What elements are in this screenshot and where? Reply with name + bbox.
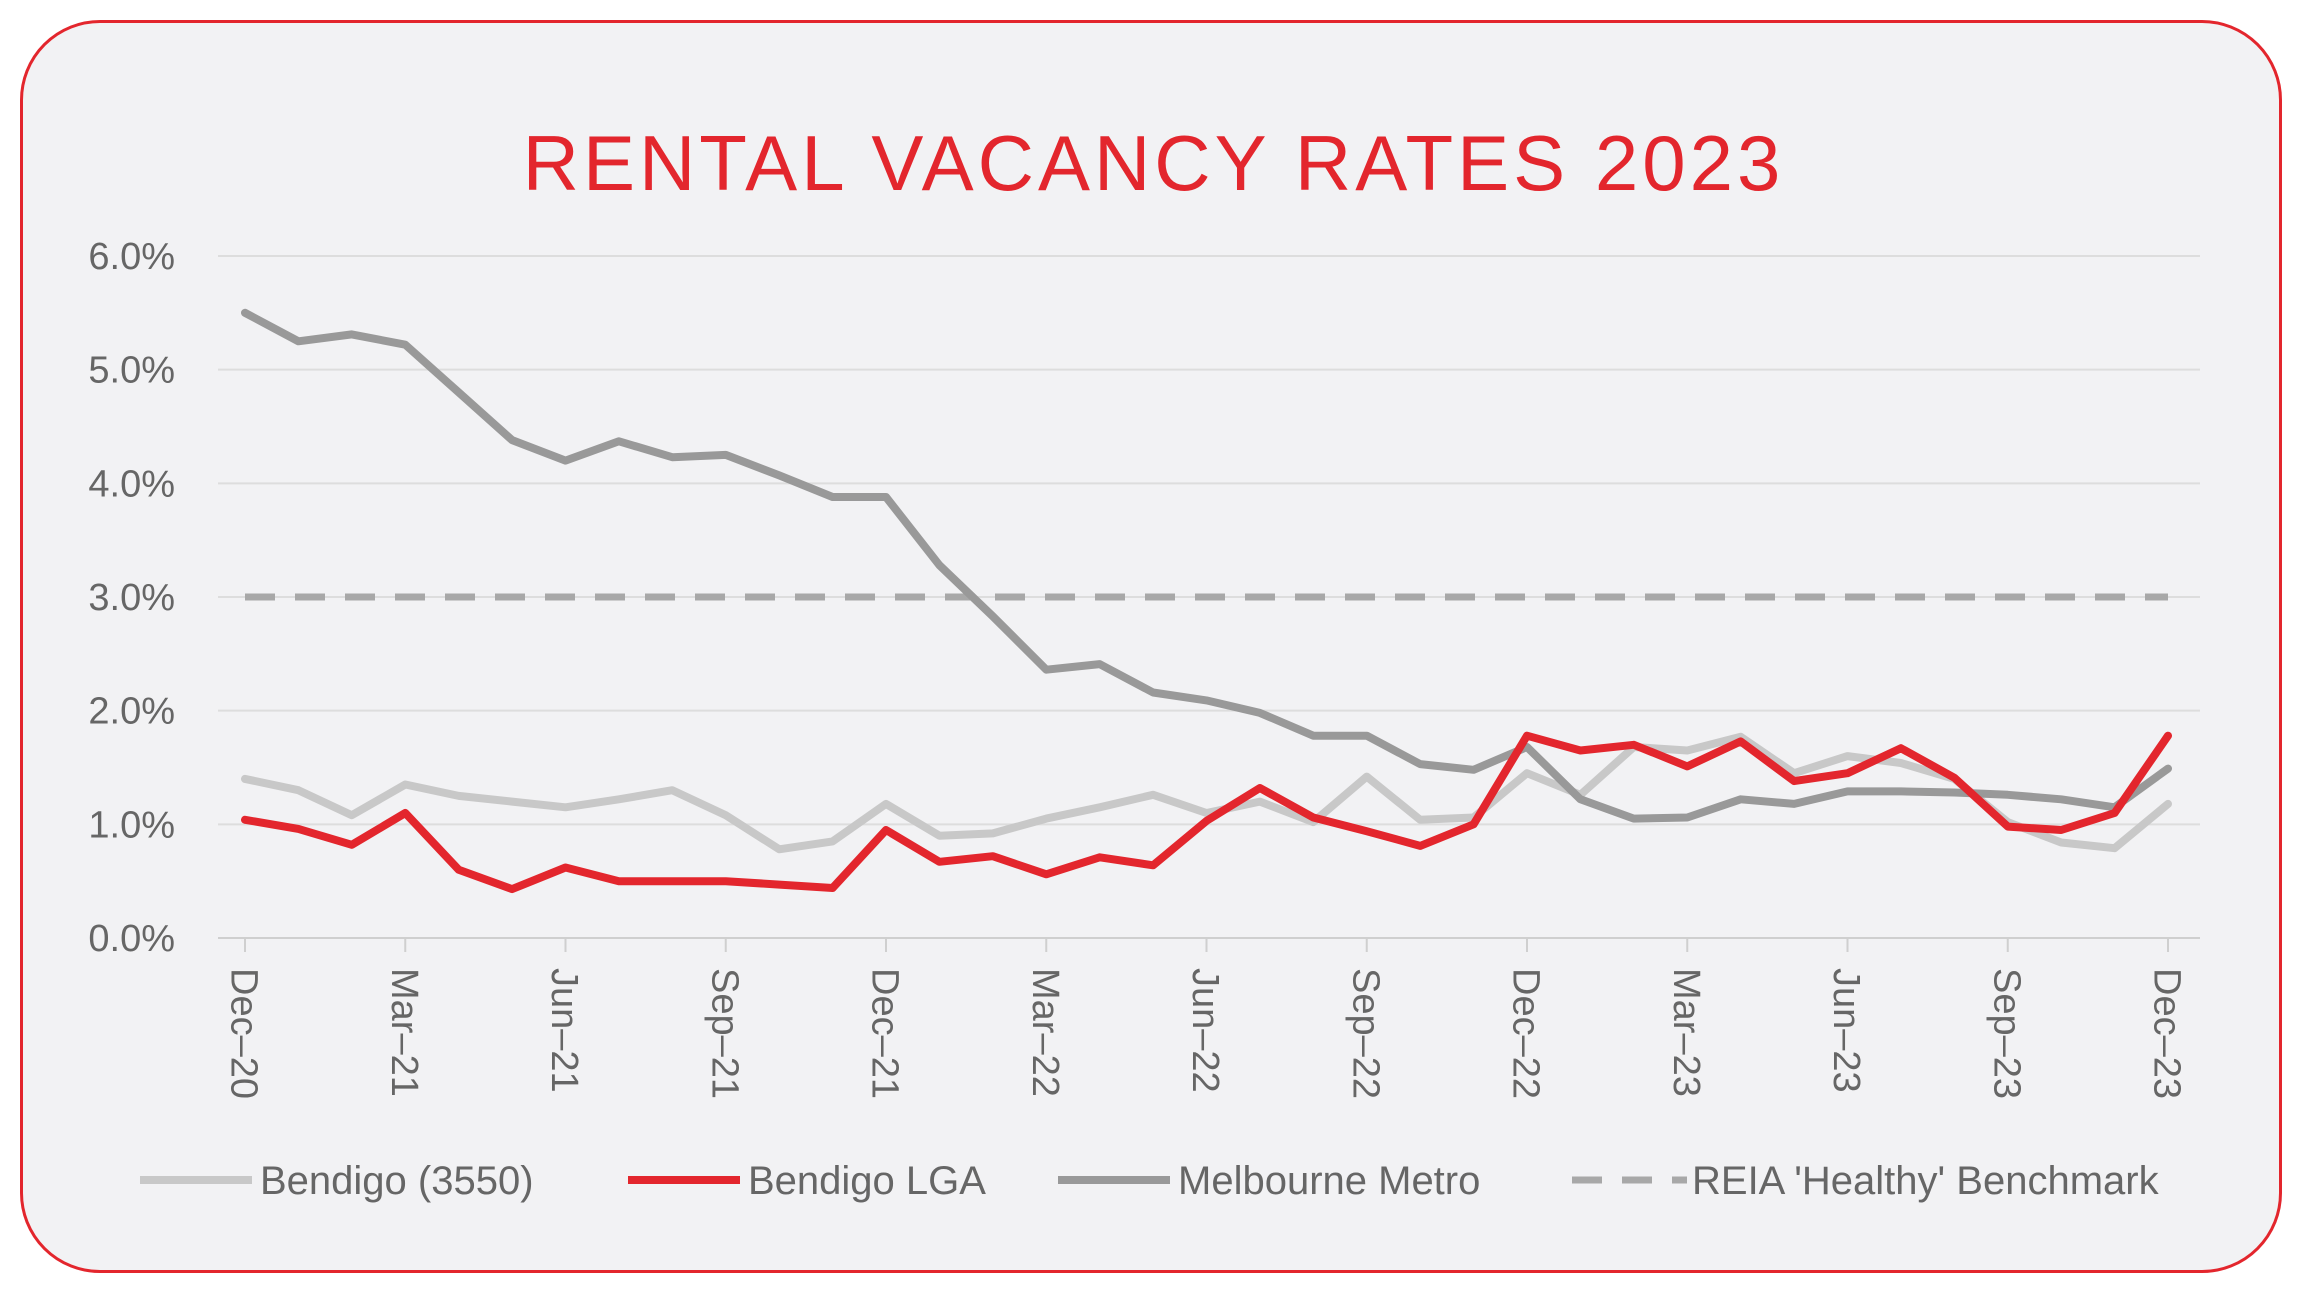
series-lines	[241, 308, 2172, 894]
x-axis: Dec–20 Mar–21 Jun–21 Sep–21 Dec–21 Mar–22 Jun–…	[223, 938, 2188, 1099]
y-tick-label: 4.0%	[88, 463, 175, 505]
x-tick-label: Jun–23	[1825, 968, 1867, 1093]
y-tick-label: 5.0%	[88, 350, 175, 392]
y-axis: 0.0% 1.0% 2.0% 3.0% 4.0% 5.0% 6.0%	[88, 236, 175, 960]
x-tick-label: Mar–23	[1665, 968, 1707, 1097]
x-tick-label: Jun–22	[1184, 968, 1226, 1093]
chart-card	[20, 20, 2282, 1273]
x-tick-label: Sep–21	[703, 968, 745, 1099]
legend-label: Melbourne Metro	[1178, 1159, 1480, 1203]
x-tick-label: Mar–22	[1024, 968, 1066, 1097]
chart-title: RENTAL VACANCY RATES 2023	[522, 119, 1785, 207]
legend-label: REIA 'Healthy' Benchmark	[1692, 1159, 2160, 1203]
x-tick-label: Mar–21	[383, 968, 425, 1097]
x-tick-label: Dec–20	[223, 968, 265, 1099]
y-tick-label: 6.0%	[88, 236, 175, 278]
x-tick-label: Sep–22	[1344, 968, 1386, 1099]
legend-label: Bendigo (3550)	[260, 1159, 534, 1203]
x-tick-label: Dec–23	[2146, 968, 2188, 1099]
series-line-bendigo-lga	[241, 731, 2172, 894]
series-line-melbourne-metro	[241, 308, 2172, 823]
x-tick-label: Sep–23	[1985, 968, 2027, 1099]
y-tick-label: 3.0%	[88, 577, 175, 619]
legend-label: Bendigo LGA	[748, 1159, 986, 1203]
x-tick-label: Dec–21	[864, 968, 906, 1099]
x-tick-label: Jun–21	[543, 968, 585, 1093]
x-tick-label: Dec–22	[1505, 968, 1547, 1099]
y-tick-label: 0.0%	[88, 918, 175, 960]
y-tick-label: 1.0%	[88, 804, 175, 846]
y-tick-label: 2.0%	[88, 691, 175, 733]
legend: Bendigo (3550) Bendigo LGA Melbourne Metro…	[140, 1159, 2160, 1203]
series-line-bendigo-3550	[241, 732, 2172, 854]
